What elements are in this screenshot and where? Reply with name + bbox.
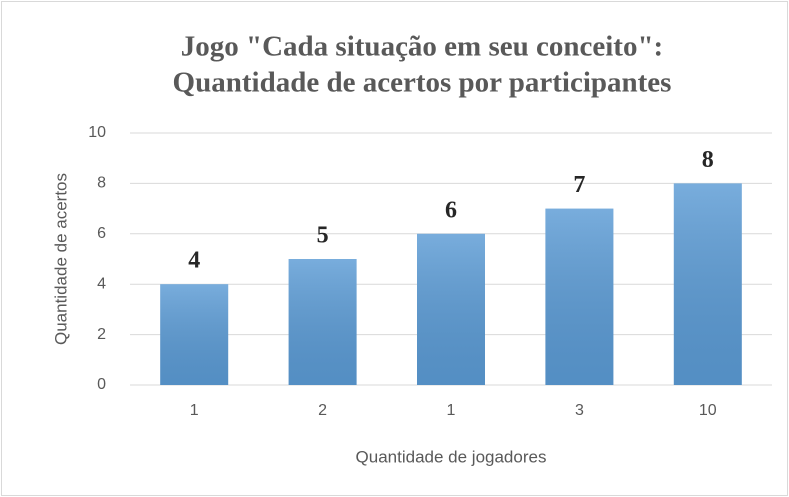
data-label: 7	[573, 172, 585, 198]
data-label: 5	[317, 223, 329, 249]
y-tick-label: 10	[88, 124, 106, 141]
x-axis-label: Quantidade de jogadores	[356, 447, 547, 466]
data-label: 6	[445, 197, 457, 223]
data-label: 4	[188, 248, 200, 274]
bar-shade	[673, 183, 742, 385]
x-tick-label: 3	[575, 402, 584, 419]
y-tick-label: 2	[97, 326, 106, 343]
chart-title: Quantidade de acertos por participantes	[173, 67, 672, 99]
y-tick-label: 0	[97, 376, 106, 393]
chart-title: Jogo "Cada situação em seu conceito":	[181, 31, 663, 63]
bar-shade	[160, 284, 229, 385]
y-tick-label: 8	[97, 175, 106, 192]
bar-shade	[417, 233, 485, 385]
y-axis-label: Quantidade de acertos	[51, 173, 70, 345]
x-tick-label: 1	[447, 402, 456, 419]
y-tick-label: 4	[97, 275, 106, 292]
bar-shade	[545, 208, 614, 385]
x-tick-label: 10	[699, 402, 717, 419]
data-label: 8	[702, 147, 714, 173]
x-tick-label: 2	[318, 402, 327, 419]
bar-shade	[288, 259, 357, 385]
x-tick-label: 1	[190, 402, 199, 419]
y-tick-label: 6	[97, 225, 106, 242]
